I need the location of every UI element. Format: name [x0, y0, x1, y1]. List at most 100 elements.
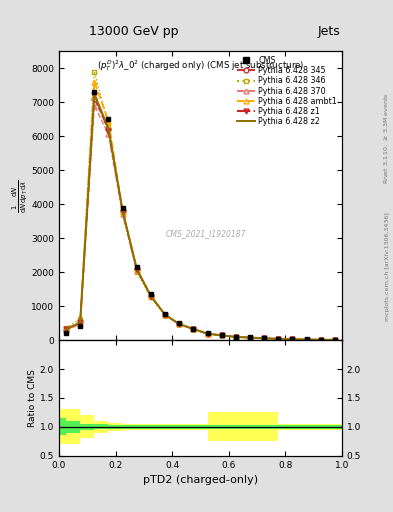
CMS [120, 204, 125, 210]
Pythia 6.428 z2 [177, 321, 182, 327]
Pythia 6.428 345 [233, 334, 238, 340]
Pythia 6.428 z1 [262, 335, 266, 342]
Pythia 6.428 ambt1 [248, 334, 252, 340]
Pythia 6.428 z1 [149, 293, 153, 300]
Pythia 6.428 346 [149, 294, 153, 301]
Pythia 6.428 346 [64, 325, 68, 331]
Pythia 6.428 346 [163, 312, 167, 318]
Pythia 6.428 z2 [92, 91, 97, 97]
Pythia 6.428 346 [92, 69, 97, 75]
CMS [134, 264, 139, 270]
Pythia 6.428 z1 [106, 128, 111, 134]
Pythia 6.428 ambt1 [219, 332, 224, 338]
Legend: CMS, Pythia 6.428 345, Pythia 6.428 346, Pythia 6.428 370, Pythia 6.428 ambt1, P: CMS, Pythia 6.428 345, Pythia 6.428 346,… [234, 53, 340, 130]
Pythia 6.428 370 [78, 321, 83, 327]
Pythia 6.428 345 [318, 336, 323, 343]
CMS [290, 336, 295, 342]
Pythia 6.428 370 [290, 336, 295, 342]
Pythia 6.428 345 [332, 337, 337, 343]
Pythia 6.428 z1 [290, 336, 295, 342]
Pythia 6.428 345 [163, 311, 167, 317]
CMS [106, 116, 111, 122]
Pythia 6.428 370 [233, 334, 238, 340]
Pythia 6.428 346 [219, 332, 224, 338]
CMS [205, 330, 210, 336]
Y-axis label: Ratio to CMS: Ratio to CMS [28, 369, 37, 427]
Pythia 6.428 370 [64, 327, 68, 333]
Pythia 6.428 z1 [332, 337, 337, 343]
Pythia 6.428 z2 [191, 326, 196, 332]
Pythia 6.428 370 [106, 132, 111, 138]
Pythia 6.428 ambt1 [106, 118, 111, 124]
Pythia 6.428 370 [163, 312, 167, 318]
Pythia 6.428 346 [106, 121, 111, 127]
CMS [177, 321, 182, 327]
Pythia 6.428 z2 [163, 312, 167, 318]
Pythia 6.428 z1 [64, 326, 68, 332]
Pythia 6.428 ambt1 [177, 321, 182, 327]
Pythia 6.428 345 [262, 335, 266, 342]
Pythia 6.428 345 [78, 319, 83, 326]
Pythia 6.428 346 [134, 269, 139, 275]
CMS [276, 336, 281, 342]
Pythia 6.428 346 [290, 336, 295, 342]
Pythia 6.428 z1 [219, 332, 224, 338]
CMS [332, 337, 337, 343]
Pythia 6.428 ambt1 [149, 293, 153, 299]
Pythia 6.428 345 [191, 326, 196, 332]
Pythia 6.428 346 [318, 337, 323, 343]
Text: mcplots.cern.ch [arXiv:1306.3436]: mcplots.cern.ch [arXiv:1306.3436] [385, 212, 390, 321]
CMS [149, 291, 153, 297]
Line: Pythia 6.428 346: Pythia 6.428 346 [64, 69, 337, 343]
Line: CMS: CMS [64, 90, 337, 342]
Pythia 6.428 z2 [233, 334, 238, 340]
Pythia 6.428 ambt1 [304, 336, 309, 343]
Pythia 6.428 z2 [248, 334, 252, 340]
Pythia 6.428 370 [191, 326, 196, 332]
Pythia 6.428 z1 [276, 336, 281, 342]
Pythia 6.428 z2 [290, 336, 295, 342]
Pythia 6.428 ambt1 [318, 336, 323, 343]
Pythia 6.428 z1 [205, 331, 210, 337]
Pythia 6.428 z2 [219, 332, 224, 338]
Line: Pythia 6.428 z2: Pythia 6.428 z2 [66, 94, 335, 340]
X-axis label: pTD2 (charged-only): pTD2 (charged-only) [143, 475, 258, 485]
Pythia 6.428 370 [276, 336, 281, 342]
CMS [163, 311, 167, 317]
Pythia 6.428 346 [205, 331, 210, 337]
CMS [219, 332, 224, 338]
Pythia 6.428 370 [262, 335, 266, 342]
Pythia 6.428 z2 [262, 335, 266, 342]
Pythia 6.428 ambt1 [290, 336, 295, 342]
Y-axis label: $\frac{1}{\mathrm{d}N}\frac{\mathrm{d}N}{\mathrm{d}p_T\,\mathrm{d}\lambda}$: $\frac{1}{\mathrm{d}N}\frac{\mathrm{d}N}… [10, 179, 30, 212]
Pythia 6.428 ambt1 [120, 209, 125, 215]
Pythia 6.428 370 [92, 102, 97, 109]
Pythia 6.428 370 [304, 336, 309, 343]
Line: Pythia 6.428 345: Pythia 6.428 345 [64, 96, 337, 343]
Pythia 6.428 z1 [304, 336, 309, 343]
Pythia 6.428 z2 [205, 331, 210, 337]
Pythia 6.428 346 [332, 337, 337, 343]
Pythia 6.428 ambt1 [276, 336, 281, 342]
Pythia 6.428 345 [248, 334, 252, 340]
Pythia 6.428 345 [120, 208, 125, 214]
Pythia 6.428 z1 [233, 334, 238, 340]
Text: Rivet 3.1.10, $\geq$ 3.3M events: Rivet 3.1.10, $\geq$ 3.3M events [383, 93, 390, 184]
Pythia 6.428 370 [219, 332, 224, 338]
Pythia 6.428 ambt1 [205, 331, 210, 337]
Pythia 6.428 346 [276, 336, 281, 342]
CMS [318, 336, 323, 343]
Pythia 6.428 z2 [304, 336, 309, 343]
Pythia 6.428 z1 [163, 312, 167, 318]
Pythia 6.428 370 [177, 321, 182, 327]
Pythia 6.428 370 [149, 293, 153, 300]
Pythia 6.428 ambt1 [191, 326, 196, 332]
Pythia 6.428 370 [332, 337, 337, 343]
Pythia 6.428 z1 [177, 321, 182, 327]
Pythia 6.428 346 [120, 210, 125, 217]
CMS [92, 89, 97, 95]
Pythia 6.428 345 [134, 266, 139, 272]
Pythia 6.428 ambt1 [262, 335, 266, 342]
Pythia 6.428 z1 [248, 334, 252, 340]
Pythia 6.428 ambt1 [233, 334, 238, 340]
